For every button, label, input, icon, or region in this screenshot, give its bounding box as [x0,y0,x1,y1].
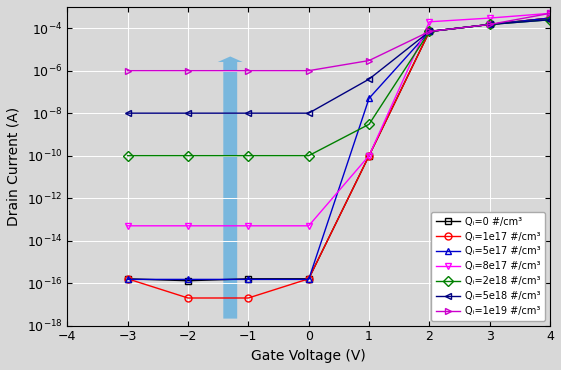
Qᵢ=1e17 #/cm³ [366,154,373,158]
Qᵢ=2e18 #/cm³ [547,17,554,22]
Qᵢ=5e17 #/cm³ [185,277,191,282]
Qᵢ=1e17 #/cm³ [547,16,554,20]
Qᵢ=8e17 #/cm³ [125,223,131,228]
Qᵢ=5e18 #/cm³ [366,77,373,81]
Qᵢ=1e19 #/cm³ [245,68,252,73]
Qᵢ=1e19 #/cm³ [125,68,131,73]
Qᵢ=8e17 #/cm³ [305,223,312,228]
Qᵢ=5e18 #/cm³ [185,111,191,115]
Qᵢ=1e19 #/cm³ [366,58,373,63]
Qᵢ=0 #/cm³ [305,277,312,281]
Qᵢ=5e18 #/cm³ [547,17,554,22]
Qᵢ=0 #/cm³ [547,16,554,20]
Qᵢ=5e17 #/cm³ [125,277,131,282]
Qᵢ=5e17 #/cm³ [245,277,252,282]
Line: Qᵢ=2e18 #/cm³: Qᵢ=2e18 #/cm³ [124,16,554,159]
Qᵢ=2e18 #/cm³ [185,154,191,158]
Qᵢ=1e19 #/cm³ [486,22,493,27]
Qᵢ=2e18 #/cm³ [366,122,373,127]
Qᵢ=1e19 #/cm³ [426,29,433,34]
Line: Qᵢ=5e18 #/cm³: Qᵢ=5e18 #/cm³ [124,16,554,117]
Qᵢ=5e18 #/cm³ [486,22,493,27]
Qᵢ=2e18 #/cm³ [245,154,252,158]
Qᵢ=1e17 #/cm³ [486,22,493,27]
Qᵢ=8e17 #/cm³ [486,16,493,20]
Qᵢ=2e18 #/cm³ [426,29,433,34]
Line: Qᵢ=1e17 #/cm³: Qᵢ=1e17 #/cm³ [124,14,554,302]
Qᵢ=5e18 #/cm³ [305,111,312,115]
Qᵢ=5e17 #/cm³ [486,22,493,27]
Qᵢ=0 #/cm³ [185,279,191,283]
Qᵢ=8e17 #/cm³ [185,223,191,228]
Qᵢ=5e18 #/cm³ [426,29,433,34]
Qᵢ=0 #/cm³ [366,154,373,158]
Qᵢ=5e18 #/cm³ [245,111,252,115]
Line: Qᵢ=8e17 #/cm³: Qᵢ=8e17 #/cm³ [124,10,554,229]
Qᵢ=2e18 #/cm³ [305,154,312,158]
Qᵢ=5e17 #/cm³ [305,277,312,282]
Line: Qᵢ=5e17 #/cm³: Qᵢ=5e17 #/cm³ [124,14,554,283]
Qᵢ=0 #/cm³ [426,29,433,34]
Qᵢ=1e19 #/cm³ [185,68,191,73]
Line: Qᵢ=0 #/cm³: Qᵢ=0 #/cm³ [124,14,554,284]
Qᵢ=1e17 #/cm³ [426,29,433,34]
Qᵢ=8e17 #/cm³ [547,11,554,16]
X-axis label: Gate Voltage (V): Gate Voltage (V) [251,349,366,363]
Qᵢ=1e17 #/cm³ [245,296,252,300]
Qᵢ=1e19 #/cm³ [305,68,312,73]
Qᵢ=5e17 #/cm³ [366,96,373,101]
Y-axis label: Drain Current (A): Drain Current (A) [7,107,21,226]
Qᵢ=2e18 #/cm³ [125,154,131,158]
Qᵢ=5e17 #/cm³ [547,16,554,20]
Qᵢ=5e17 #/cm³ [426,29,433,34]
Qᵢ=2e18 #/cm³ [486,22,493,27]
Qᵢ=1e17 #/cm³ [305,277,312,281]
Legend: Qᵢ=0 #/cm³, Qᵢ=1e17 #/cm³, Qᵢ=5e17 #/cm³, Qᵢ=8e17 #/cm³, Qᵢ=2e18 #/cm³, Qᵢ=5e18 : Qᵢ=0 #/cm³, Qᵢ=1e17 #/cm³, Qᵢ=5e17 #/cm³… [431,212,545,321]
Qᵢ=1e17 #/cm³ [185,296,191,300]
Qᵢ=1e17 #/cm³ [125,277,131,281]
Qᵢ=8e17 #/cm³ [426,20,433,24]
Qᵢ=0 #/cm³ [245,277,252,281]
Qᵢ=5e18 #/cm³ [125,111,131,115]
Qᵢ=8e17 #/cm³ [245,223,252,228]
Qᵢ=0 #/cm³ [125,277,131,281]
Qᵢ=8e17 #/cm³ [366,154,373,158]
Line: Qᵢ=1e19 #/cm³: Qᵢ=1e19 #/cm³ [124,10,554,74]
Qᵢ=1e19 #/cm³ [547,11,554,16]
Qᵢ=0 #/cm³ [486,22,493,27]
